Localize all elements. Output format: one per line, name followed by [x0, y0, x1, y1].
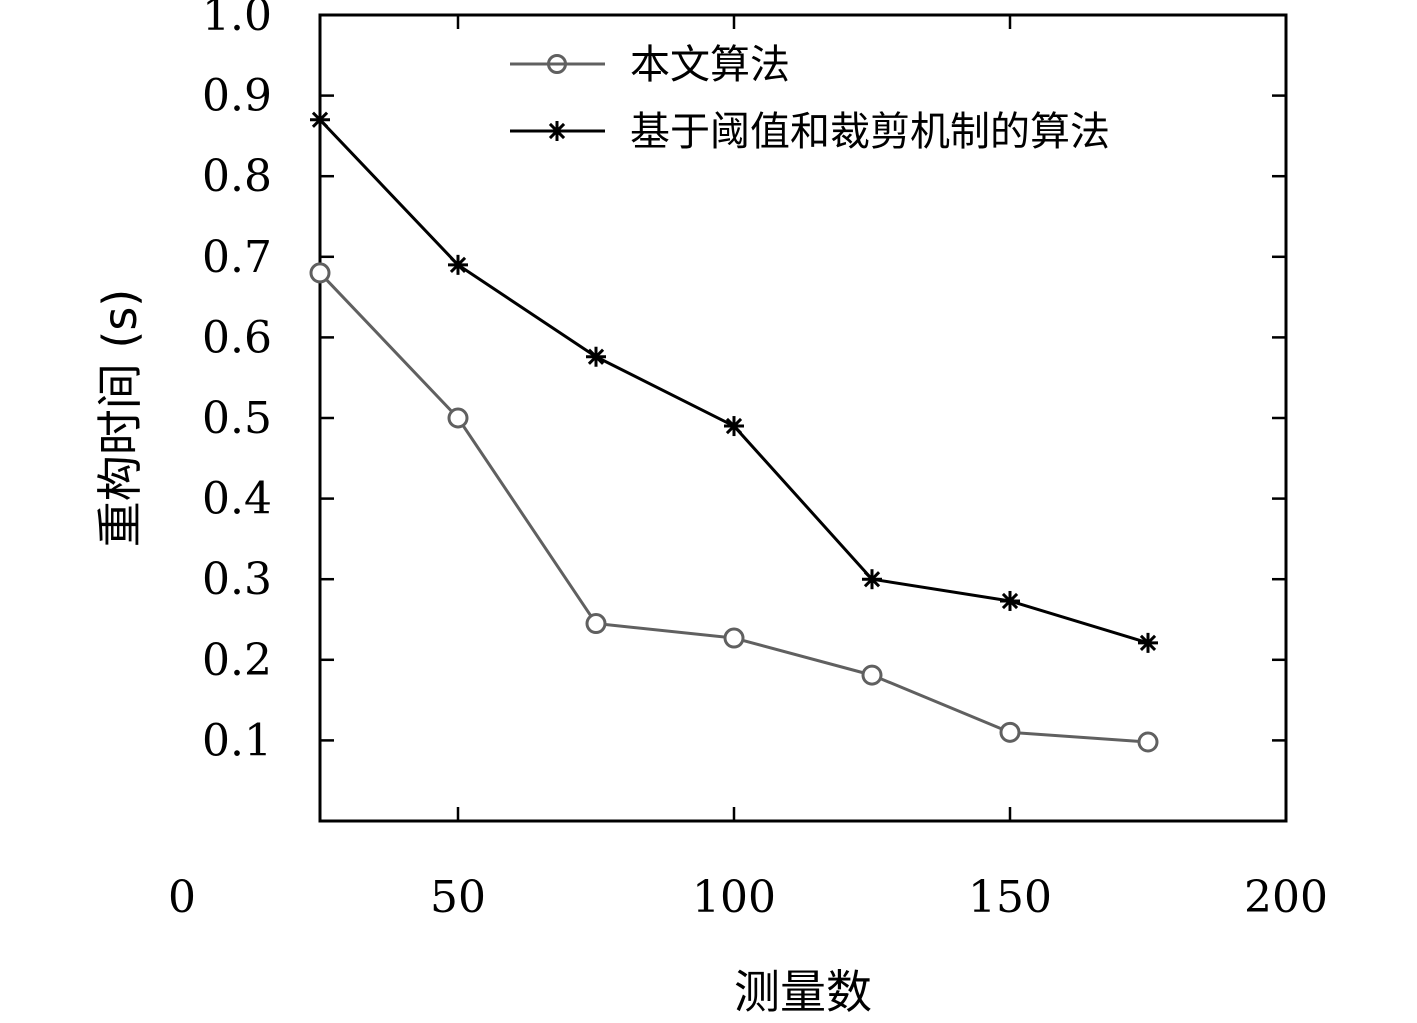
- y-tick-label: 0.1: [202, 715, 272, 766]
- x-tick-label: 150: [968, 872, 1052, 923]
- x-tick-label: 50: [430, 872, 486, 923]
- series-layer: [309, 109, 1159, 753]
- data-point-asterisk: [862, 569, 882, 590]
- data-point-asterisk: [1138, 632, 1158, 653]
- y-tick-label: 0.4: [202, 474, 272, 525]
- legend-marker-asterisk: [547, 121, 567, 141]
- data-point-asterisk: [1000, 590, 1020, 611]
- x-tick-label: 200: [1244, 872, 1328, 923]
- tick-labels: 0.1 0.2 0.3 0.4 0.5 0.6 0.7 0.8 0.9 1.0 0 50 100 150 2…: [168, 0, 1328, 923]
- legend-asterisk-glyph: [547, 121, 567, 141]
- data-point-circle: [309, 262, 331, 284]
- data-point-circle: [447, 407, 469, 429]
- data-point-circle: [999, 721, 1021, 743]
- y-tick-label: 0.3: [202, 554, 272, 605]
- y-tick-label: 0.8: [202, 151, 272, 202]
- y-tick-label: 0.6: [202, 312, 272, 363]
- data-point-asterisk: [310, 109, 330, 130]
- legend-label-series-1: 本文算法: [630, 42, 790, 88]
- data-point-asterisk: [586, 346, 606, 367]
- y-tick-label: 1.0: [202, 0, 272, 41]
- data-point-circle: [585, 613, 607, 635]
- y-tick-label: 0.2: [202, 635, 272, 686]
- data-point-circle: [723, 627, 745, 649]
- data-point-circle: [861, 664, 883, 686]
- data-point-asterisk: [724, 416, 744, 437]
- y-tick-label: 0.5: [202, 393, 272, 444]
- data-point-circle: [1137, 731, 1159, 753]
- x-axis-title: 测量数: [734, 965, 872, 1019]
- y-axis-title: 重构时间 (s): [93, 289, 147, 547]
- legend: 本文算法 基于阈值和裁剪机制的算法: [510, 42, 1110, 155]
- data-point-asterisk: [448, 254, 468, 275]
- y-tick-label: 0.9: [202, 71, 272, 122]
- legend-label-series-2: 基于阈值和裁剪机制的算法: [630, 109, 1110, 155]
- x-tick-label: 0: [168, 872, 196, 923]
- plot-area-frame: [318, 13, 1288, 823]
- x-tick-label: 100: [692, 872, 776, 923]
- y-tick-label: 0.7: [202, 232, 272, 283]
- legend-marker-circle: [547, 54, 567, 74]
